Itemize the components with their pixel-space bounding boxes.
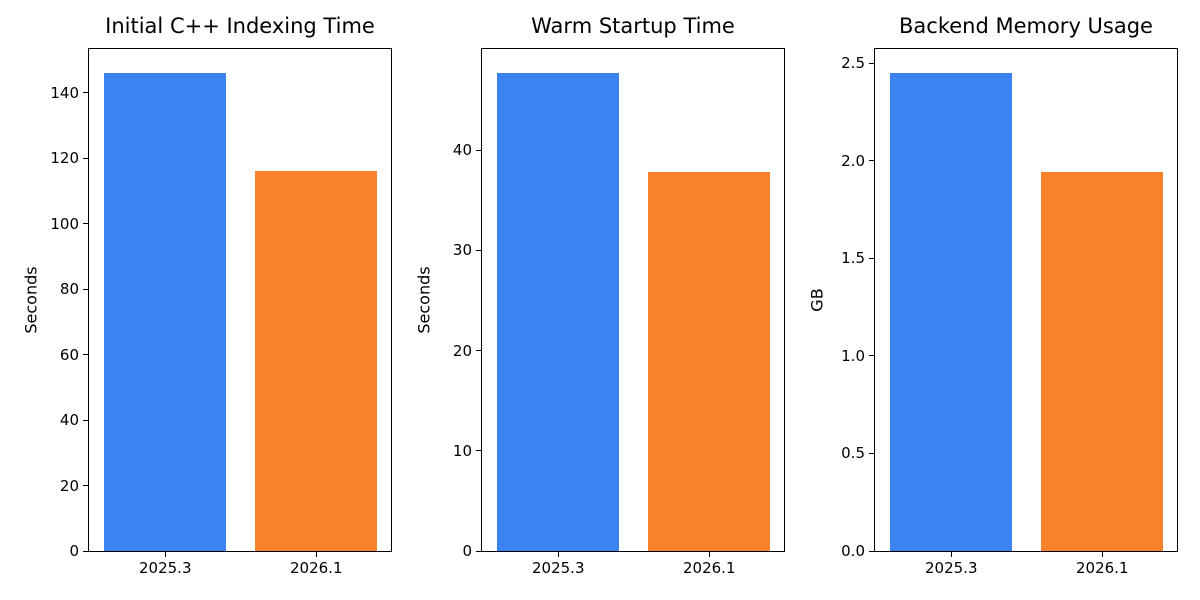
y-tick-mark	[476, 249, 481, 251]
y-tick-label: 0.0	[841, 542, 865, 560]
y-tick-mark	[476, 550, 481, 552]
x-tick-mark	[557, 552, 559, 557]
y-tick-label: 80	[59, 280, 79, 299]
y-tick-mark	[83, 92, 88, 94]
y-tick-mark	[83, 354, 88, 356]
y-tick-label: 0	[462, 542, 472, 560]
plot-area: 0 20 40 60 80 100 120 140 2025.3 2026.1	[50, 48, 392, 577]
y-tick-mark	[83, 157, 88, 159]
y-tick-mark	[476, 149, 481, 151]
plot-area: 0.0 0.5 1.0 1.5 2.0 2.5 2025.3 2026.1	[841, 48, 1178, 577]
x-tick-label: 2025.3	[925, 559, 978, 577]
y-tick-label: 60	[59, 345, 79, 364]
y-axis-label: Seconds	[21, 266, 41, 334]
y-tick-label: 1.5	[841, 249, 865, 268]
y-tick-mark	[869, 257, 874, 259]
bar-2025.3	[890, 72, 1013, 551]
y-tick-mark	[476, 350, 481, 352]
y-tick-mark	[83, 419, 88, 421]
y-axis-label: Seconds	[414, 266, 434, 334]
y-axis-label: GB	[807, 288, 827, 312]
y-tick-mark	[83, 223, 88, 225]
x-tick-mark	[1101, 552, 1103, 557]
x-tick-label: 2026.1	[1076, 559, 1129, 577]
y-tick-mark	[869, 62, 874, 64]
x-tick-label: 2026.1	[290, 559, 343, 577]
y-tick-label: 20	[452, 341, 472, 360]
bar-2026.1	[648, 172, 771, 551]
y-tick-label: 20	[59, 476, 79, 495]
chart-title: Warm Startup Time	[531, 14, 735, 38]
y-tick-mark	[869, 355, 874, 357]
y-tick-label: 100	[50, 214, 79, 233]
y-tick-label: 0.5	[841, 444, 865, 463]
y-tick-label: 40	[452, 141, 472, 160]
x-tick-label: 2025.3	[532, 559, 585, 577]
bar-2026.1	[255, 171, 378, 551]
y-tick-label: 10	[452, 441, 472, 460]
y-tick-label: 2.5	[841, 54, 865, 73]
y-tick-label: 2.0	[841, 151, 865, 170]
y-tick-label: 40	[59, 411, 79, 429]
x-tick-mark	[315, 552, 317, 557]
x-tick-mark	[164, 552, 166, 557]
x-tick-mark	[708, 552, 710, 557]
y-tick-mark	[83, 550, 88, 552]
x-tick-label: 2025.3	[139, 559, 192, 577]
y-tick-label: 1.0	[841, 346, 865, 365]
chart-title: Initial C++ Indexing Time	[105, 14, 375, 38]
y-tick-label: 120	[50, 149, 79, 168]
y-tick-label: 140	[50, 83, 79, 102]
y-tick-mark	[83, 485, 88, 486]
y-tick-mark	[869, 550, 874, 552]
y-tick-mark	[83, 288, 88, 290]
bar-2025.3	[497, 72, 620, 551]
x-tick-label: 2026.1	[683, 559, 736, 577]
x-tick-mark	[950, 552, 952, 557]
chart-title: Backend Memory Usage	[899, 14, 1153, 38]
y-tick-mark	[869, 452, 874, 454]
bar-2026.1	[1041, 172, 1164, 551]
y-tick-label: 0	[69, 542, 79, 560]
bar-2025.3	[104, 72, 227, 551]
y-tick-label: 30	[452, 241, 472, 260]
y-tick-mark	[476, 450, 481, 452]
y-tick-mark	[869, 160, 874, 162]
plot-area: 0 10 20 30 40 2025.3 2026.1	[453, 48, 785, 577]
